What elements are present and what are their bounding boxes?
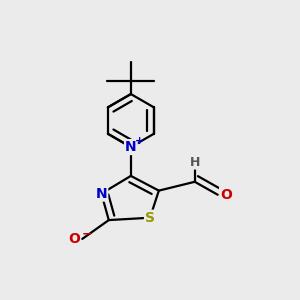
Text: −: −: [81, 227, 92, 240]
Text: H: H: [190, 156, 200, 169]
Text: O: O: [220, 188, 232, 202]
Text: S: S: [145, 211, 155, 225]
Text: +: +: [134, 136, 144, 146]
Text: N: N: [96, 187, 107, 201]
Text: O: O: [68, 232, 80, 246]
Text: N: N: [125, 140, 137, 154]
